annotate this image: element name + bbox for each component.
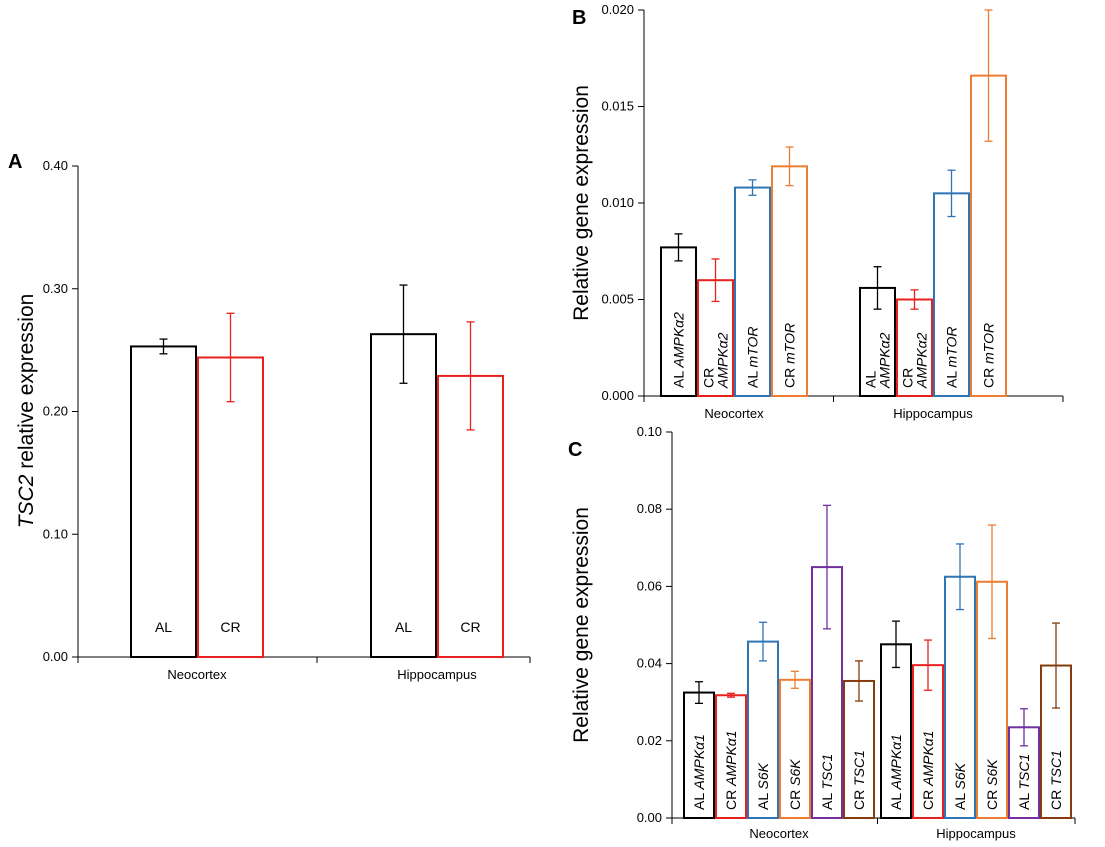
bar-label: CR AMPKα1 (723, 730, 739, 810)
bar (747, 640, 779, 820)
panel-c: C 0.00 0.02 0.04 0.06 0.08 0.10 Relative gene e… (568, 424, 1076, 841)
y-tick-label: 0.010 (601, 195, 634, 210)
bar (734, 186, 771, 397)
bar-label: AL (863, 371, 879, 388)
bar-label: CR (460, 619, 480, 635)
bar-label: CR TSC1 (851, 750, 867, 810)
y-axis-label: Relative gene expression (570, 85, 593, 321)
bar-label: AMPKα2 (914, 332, 930, 389)
panel-label-c: C (568, 439, 582, 461)
bar (130, 345, 197, 658)
y-tick-label: 0.08 (637, 501, 662, 516)
bar (896, 298, 933, 397)
category-label-neocortex: Neocortex (749, 826, 809, 841)
bar-label: AL TSC1 (1016, 754, 1032, 810)
y-tick-label: 0.10 (43, 526, 68, 541)
category-label-hippocampus: Hippocampus (893, 406, 973, 421)
y-tick-label: 0.04 (637, 656, 662, 671)
category-label-neocortex: Neocortex (167, 667, 227, 682)
bar-label: AL TSC1 (819, 754, 835, 810)
bar-label: CR mTOR (981, 323, 997, 388)
bar (880, 643, 912, 819)
bar-label: CR TSC1 (1048, 750, 1064, 810)
y-tick-label: 0.015 (601, 99, 634, 114)
bar-label: CR (220, 619, 240, 635)
bar-label: CR mTOR (782, 323, 798, 388)
y-tick-label: 0.10 (637, 424, 662, 439)
y-tick-label: 0.02 (637, 733, 662, 748)
y-tick-label: 0.20 (43, 404, 68, 419)
bar-label: AMPKα2 (715, 332, 731, 389)
bar-label: AL AMPKα2 (671, 312, 687, 388)
bar-label: AL mTOR (745, 327, 761, 388)
bar-label: AL AMPKα1 (691, 734, 707, 810)
panel-b: B 0.000 0.005 0.010 0.015 0.020 Relative gene … (570, 2, 1064, 421)
y-tick-label: 0.020 (601, 2, 634, 17)
y-tick-label: 0.06 (637, 578, 662, 593)
bar-label: CR (900, 368, 916, 388)
bar (944, 575, 976, 819)
bar-label: CR AMPKα1 (920, 730, 936, 810)
category-label-neocortex: Neocortex (704, 406, 764, 421)
y-tick-label: 0.00 (637, 810, 662, 825)
panel-label-a: A (8, 151, 22, 173)
bar (370, 333, 437, 658)
bar-label: AL mTOR (944, 327, 960, 388)
bar-label: CR S6K (787, 759, 803, 810)
bar (683, 691, 715, 819)
bar-label: AMPKα2 (877, 332, 893, 389)
bar (660, 246, 697, 397)
bar (771, 165, 808, 397)
bar-label: AL AMPKα1 (888, 734, 904, 810)
y-tick-label: 0.30 (43, 281, 68, 296)
y-axis-label: TSC2 relative expression (15, 294, 38, 529)
category-label-hippocampus: Hippocampus (397, 667, 477, 682)
bar (197, 356, 264, 658)
y-tick-label: 0.00 (43, 649, 68, 664)
bar (779, 678, 811, 820)
bar-label: AL S6K (755, 762, 771, 810)
bar-label: AL (395, 619, 412, 635)
bar-label: AL (155, 619, 172, 635)
bar-label: CR (701, 368, 717, 388)
y-tick-label: 0.005 (601, 292, 634, 307)
bar-label: CR S6K (984, 759, 1000, 810)
bar-label: AL S6K (952, 762, 968, 810)
y-axis-label: Relative gene expression (570, 507, 593, 743)
y-tick-label: 0.000 (601, 388, 634, 403)
bar (843, 679, 875, 819)
panel-label-b: B (572, 7, 586, 29)
y-tick-label: 0.40 (43, 158, 68, 173)
panel-a: A 0.00 0.10 0.20 0.30 0.40 TSC2 relative expre… (8, 151, 531, 682)
bar (811, 566, 843, 819)
category-label-hippocampus: Hippocampus (936, 826, 1016, 841)
